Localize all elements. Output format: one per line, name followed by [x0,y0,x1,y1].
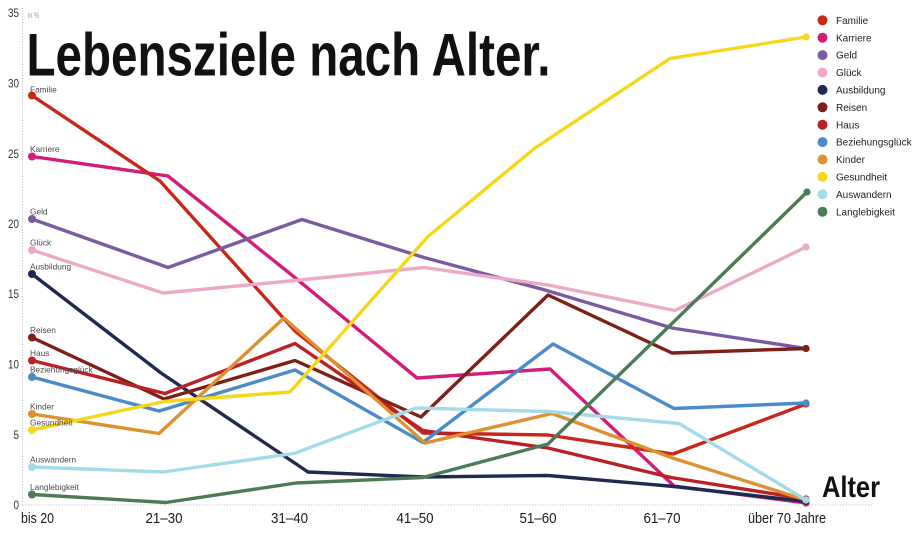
svg-text:Lebensziele nach Alter.: Lebensziele nach Alter. [27,21,551,89]
svg-text:5: 5 [14,430,20,442]
svg-text:Kinder: Kinder [836,155,866,166]
svg-text:Haus: Haus [836,120,859,131]
svg-text:10: 10 [8,360,19,372]
svg-text:51–60: 51–60 [520,510,557,527]
svg-text:Gesundheit: Gesundheit [836,173,887,184]
svg-text:Auswandern: Auswandern [30,455,77,465]
svg-text:über 70 Jahre: über 70 Jahre [748,510,826,527]
svg-text:Ausbildung: Ausbildung [30,262,71,272]
svg-text:25: 25 [8,149,19,161]
svg-text:Familie: Familie [30,85,57,95]
svg-text:Ausbildung: Ausbildung [836,86,885,97]
svg-text:Langlebigkeit: Langlebigkeit [836,207,895,218]
svg-text:15: 15 [8,289,19,301]
svg-text:61–70: 61–70 [644,510,681,527]
svg-text:Beziehungsglück: Beziehungsglück [836,138,913,149]
svg-text:Gesundheit: Gesundheit [30,418,73,428]
svg-text:Reisen: Reisen [836,103,867,114]
svg-text:0: 0 [14,500,20,512]
svg-text:Reisen: Reisen [30,325,56,335]
svg-text:20: 20 [8,219,19,231]
svg-text:35: 35 [8,8,19,20]
svg-text:Alter: Alter [822,471,880,504]
svg-text:Haus: Haus [30,348,49,358]
svg-text:Langlebigkeit: Langlebigkeit [30,482,80,492]
svg-text:Beziehungsglück: Beziehungsglück [30,365,94,375]
svg-text:31–40: 31–40 [271,510,308,527]
svg-text:Karriere: Karriere [836,33,872,44]
svg-text:bis 20: bis 20 [21,510,54,527]
svg-text:Geld: Geld [30,207,48,217]
svg-text:Auswandern: Auswandern [836,190,892,201]
svg-text:Kinder: Kinder [30,402,54,412]
svg-text:30: 30 [8,79,19,91]
svg-text:21–30: 21–30 [146,510,183,527]
svg-text:in %: in % [28,11,39,20]
svg-text:Glück: Glück [30,238,52,248]
svg-text:Karriere: Karriere [30,144,60,154]
svg-text:Geld: Geld [836,51,857,62]
svg-text:Familie: Familie [836,16,869,27]
svg-text:Glück: Glück [836,68,863,79]
svg-text:41–50: 41–50 [397,510,434,527]
